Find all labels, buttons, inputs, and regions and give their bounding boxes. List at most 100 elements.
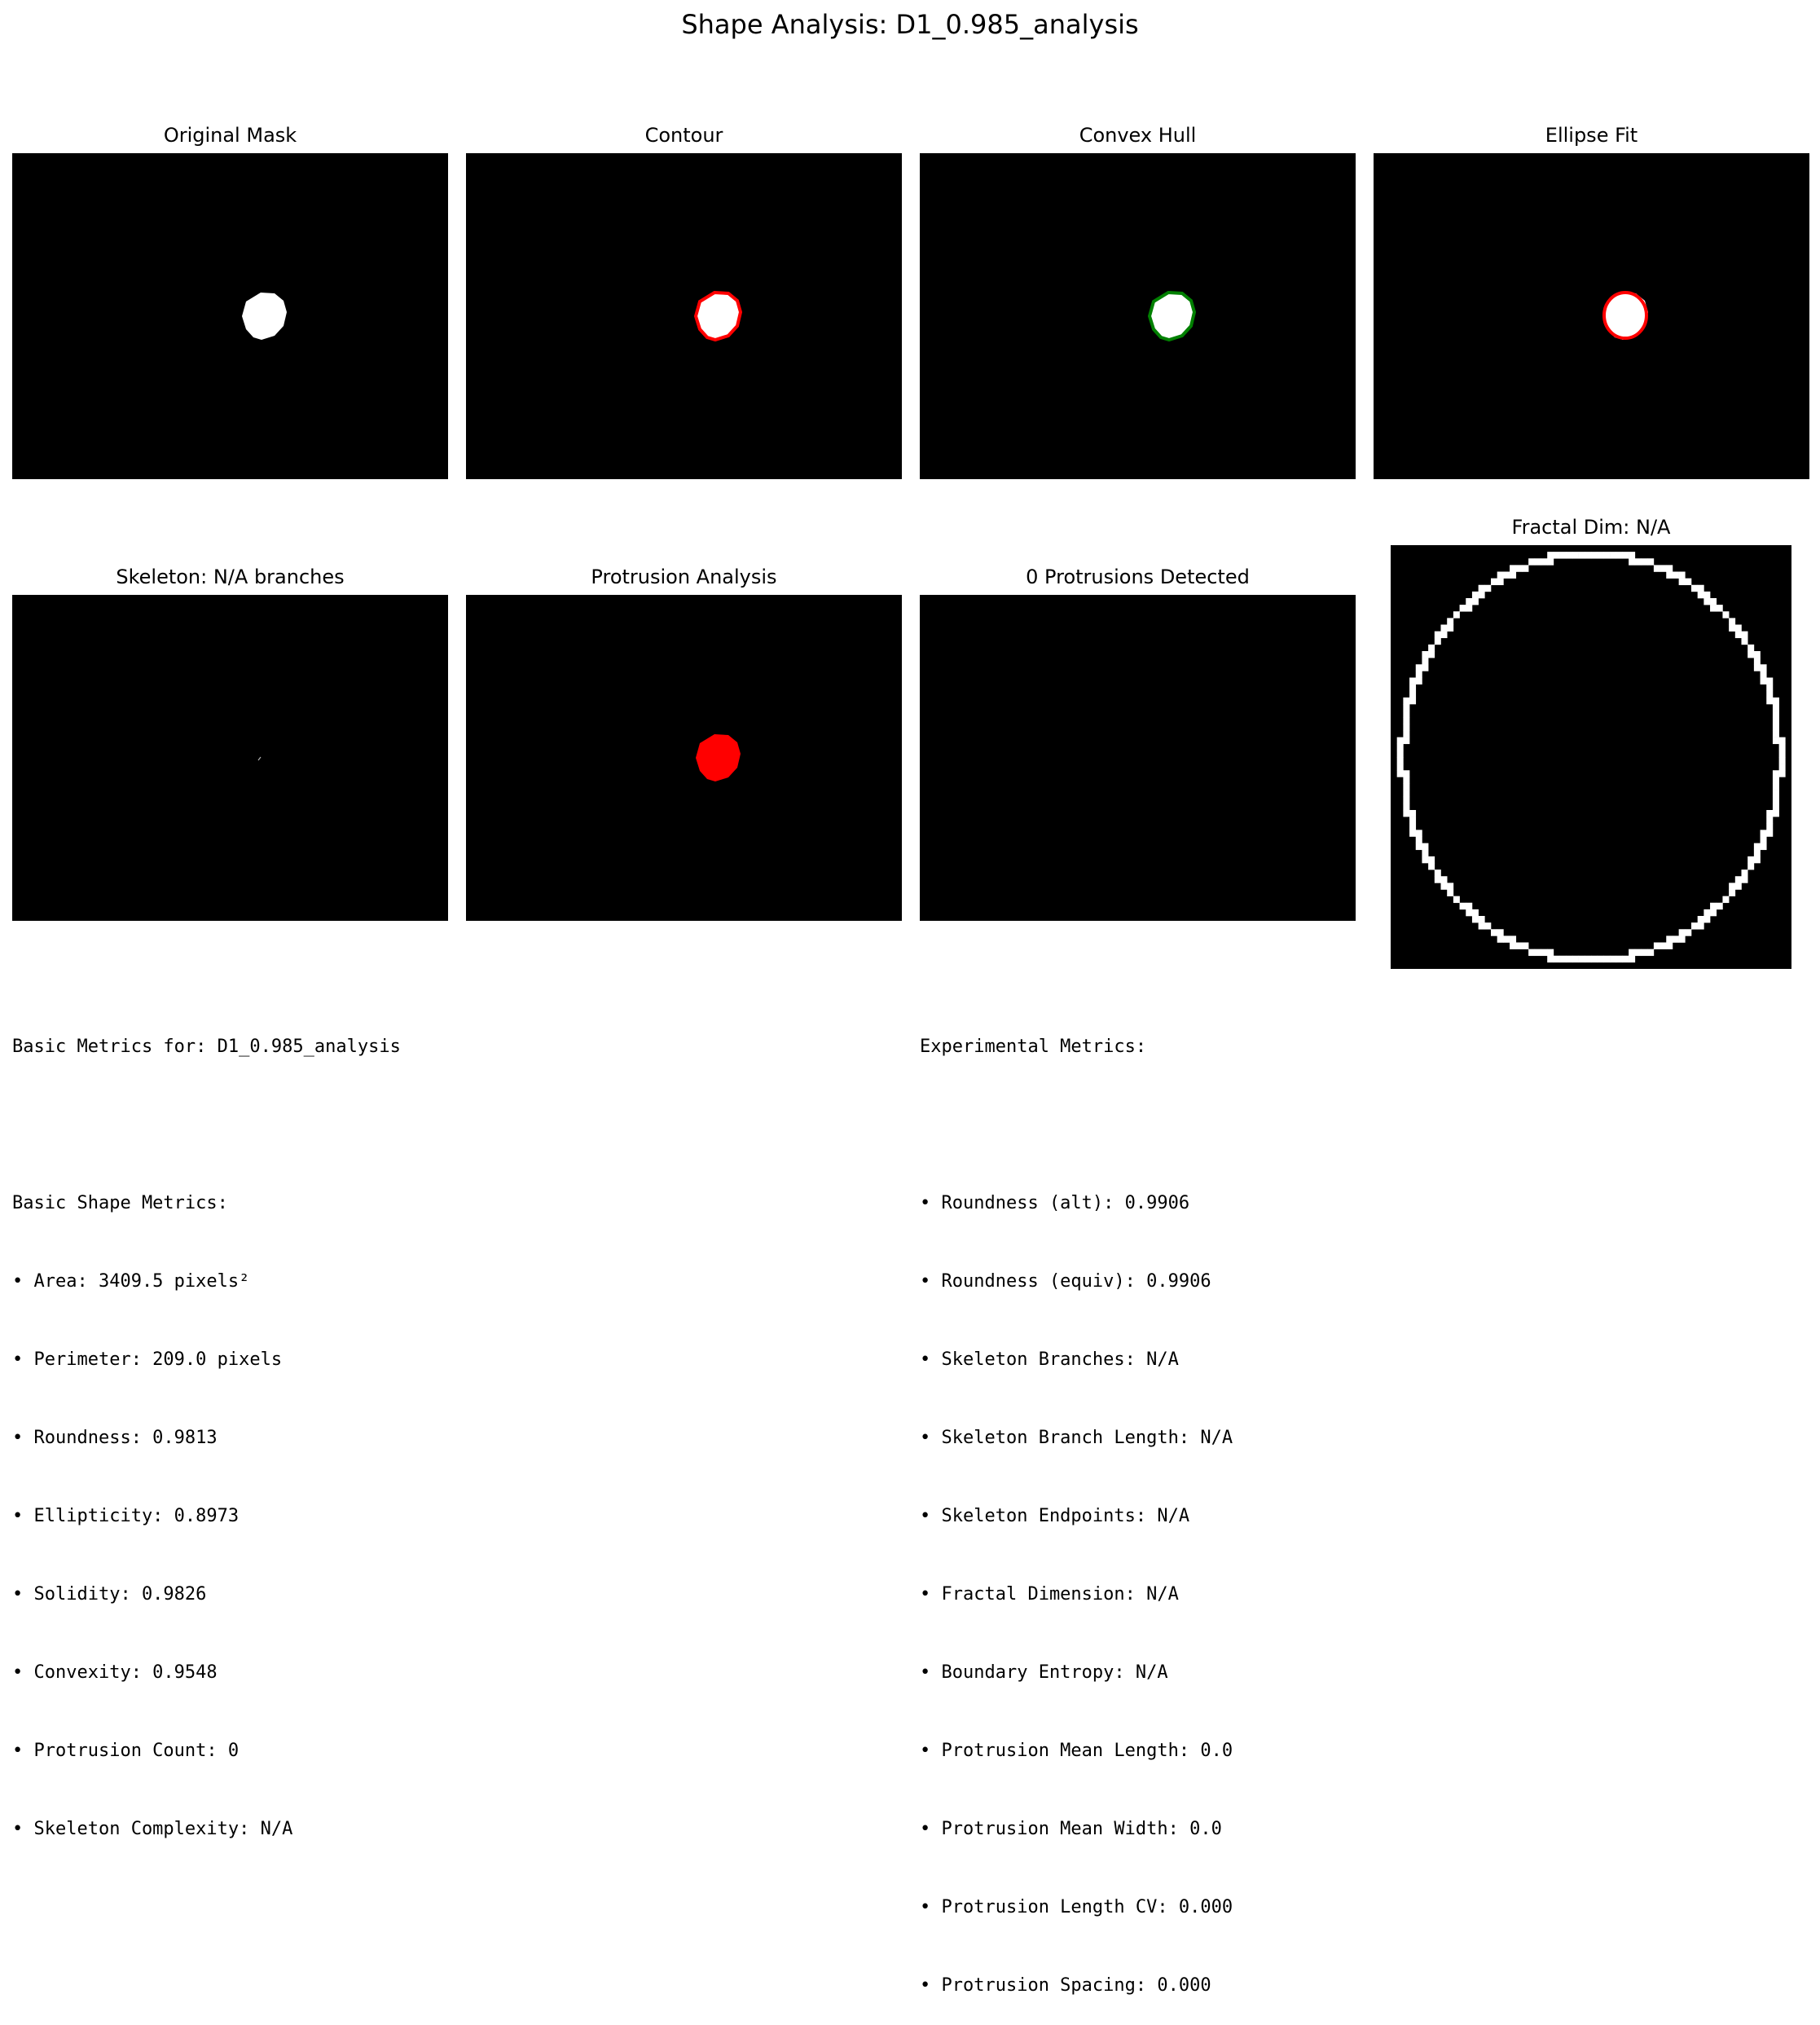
boundary-pixel	[1742, 869, 1748, 876]
boundary-pixel	[1422, 658, 1428, 664]
boundary-pixel	[1528, 949, 1535, 956]
boundary-pixel	[1591, 552, 1598, 558]
boundary-pixel	[1435, 638, 1441, 645]
panel-title-contour: Contour	[466, 123, 902, 147]
boundary-pixel	[1547, 558, 1554, 565]
boundary-pixel	[1428, 645, 1435, 651]
boundary-pixel	[1472, 598, 1479, 605]
boundary-pixel	[1409, 823, 1416, 830]
boundary-pixel	[1691, 585, 1698, 592]
boundary-pixel	[1766, 817, 1773, 823]
boundary-pixel	[1447, 625, 1453, 632]
boundary-pixel	[1409, 810, 1416, 817]
boundary-pixel	[1673, 572, 1679, 579]
skeleton-panel	[12, 595, 448, 921]
boundary-pixel	[1403, 731, 1409, 737]
boundary-pixel	[1510, 935, 1516, 942]
boundary-pixel	[1491, 929, 1497, 935]
boundary-pixel	[1497, 935, 1504, 942]
boundary-pixel	[1479, 592, 1485, 598]
boundary-pixel	[1510, 943, 1516, 949]
boundary-pixel	[1704, 598, 1710, 605]
metric-line: • Protrusion Length CV: 0.000	[920, 1895, 1233, 1921]
metric-line: • Protrusion Mean Length: 0.0	[920, 1738, 1233, 1764]
boundary-pixel	[1484, 585, 1491, 592]
metric-line: • Roundness (equiv): 0.9906	[920, 1269, 1233, 1295]
boundary-pixel	[1541, 949, 1548, 956]
boundary-pixel	[1629, 956, 1635, 962]
original-mask-image	[12, 153, 448, 479]
boundary-pixel	[1735, 876, 1742, 883]
boundary-pixel	[1761, 837, 1767, 843]
boundary-pixel	[1679, 579, 1686, 585]
boundary-pixel	[1409, 698, 1416, 704]
boundary-pixel	[1622, 956, 1629, 962]
ellipse-fit-image	[1374, 153, 1809, 479]
boundary-pixel	[1779, 737, 1786, 744]
boundary-pixel	[1441, 632, 1448, 638]
boundary-pixel	[1497, 929, 1504, 935]
boundary-pixel	[1704, 916, 1710, 922]
boundary-pixel	[1647, 949, 1654, 956]
boundary-pixel	[1666, 565, 1673, 571]
panel-title-fractal-dim: Fractal Dim: N/A	[1391, 515, 1791, 539]
original-mask-panel	[12, 153, 448, 479]
boundary-pixel	[1722, 611, 1729, 618]
boundary-pixel	[1616, 552, 1623, 558]
boundary-pixel	[1591, 956, 1598, 962]
boundary-pixel	[1735, 625, 1742, 632]
boundary-pixel	[1710, 903, 1717, 909]
boundary-pixel	[1416, 664, 1422, 671]
boundary-pixel	[1773, 717, 1779, 724]
boundary-pixel	[1773, 790, 1779, 797]
basic-metrics-subheading: Basic Shape Metrics:	[12, 1191, 401, 1217]
mask-blob	[242, 293, 287, 340]
panel-title-original-mask: Original Mask	[12, 123, 448, 147]
boundary-pixel	[1409, 685, 1416, 691]
boundary-pixel	[1422, 856, 1428, 863]
boundary-pixel	[1453, 896, 1460, 903]
boundary-pixel	[1403, 803, 1409, 810]
boundary-pixel	[1541, 558, 1548, 565]
boundary-pixel	[1660, 943, 1667, 949]
protrusion-analysis-panel	[466, 595, 902, 921]
skeleton-line	[258, 757, 261, 760]
boundary-pixel	[1397, 764, 1404, 770]
contour-image	[466, 153, 902, 479]
boundary-pixel	[1397, 757, 1404, 764]
boundary-pixel	[1403, 770, 1409, 777]
boundary-pixel	[1722, 896, 1729, 903]
boundary-pixel	[1447, 618, 1453, 624]
boundary-pixel	[1735, 632, 1742, 638]
boundary-pixel	[1773, 737, 1779, 744]
protrusion-body	[696, 734, 741, 781]
boundary-pixel	[1679, 929, 1686, 935]
boundary-pixel	[1603, 956, 1610, 962]
boundary-pixel	[1698, 916, 1704, 922]
metric-line: • Perimeter: 209.0 pixels	[12, 1347, 401, 1373]
boundary-pixel	[1422, 843, 1428, 850]
boundary-pixel	[1729, 883, 1735, 889]
metric-line: • Skeleton Branch Length: N/A	[920, 1425, 1233, 1451]
boundary-pixel	[1747, 863, 1754, 869]
boundary-pixel	[1403, 777, 1409, 783]
boundary-pixel	[1554, 552, 1560, 558]
metric-line: • Solidity: 0.9826	[12, 1582, 401, 1608]
ellipse-fit-panel	[1374, 153, 1809, 479]
boundary-pixel	[1673, 935, 1679, 942]
panel-title-protrusions-detected: 0 Protrusions Detected	[920, 565, 1356, 589]
boundary-pixel	[1603, 552, 1610, 558]
boundary-pixel	[1484, 922, 1491, 929]
boundary-pixel	[1773, 777, 1779, 783]
boundary-pixel	[1397, 770, 1404, 777]
boundary-pixel	[1409, 830, 1416, 836]
boundary-pixel	[1766, 810, 1773, 817]
boundary-pixel	[1585, 552, 1591, 558]
boundary-pixel	[1460, 903, 1466, 909]
boundary-pixel	[1704, 909, 1710, 916]
boundary-pixel	[1754, 843, 1761, 850]
boundary-pixel	[1610, 552, 1616, 558]
boundary-pixel	[1403, 790, 1409, 797]
boundary-pixel	[1754, 850, 1761, 856]
boundary-pixel	[1766, 823, 1773, 830]
